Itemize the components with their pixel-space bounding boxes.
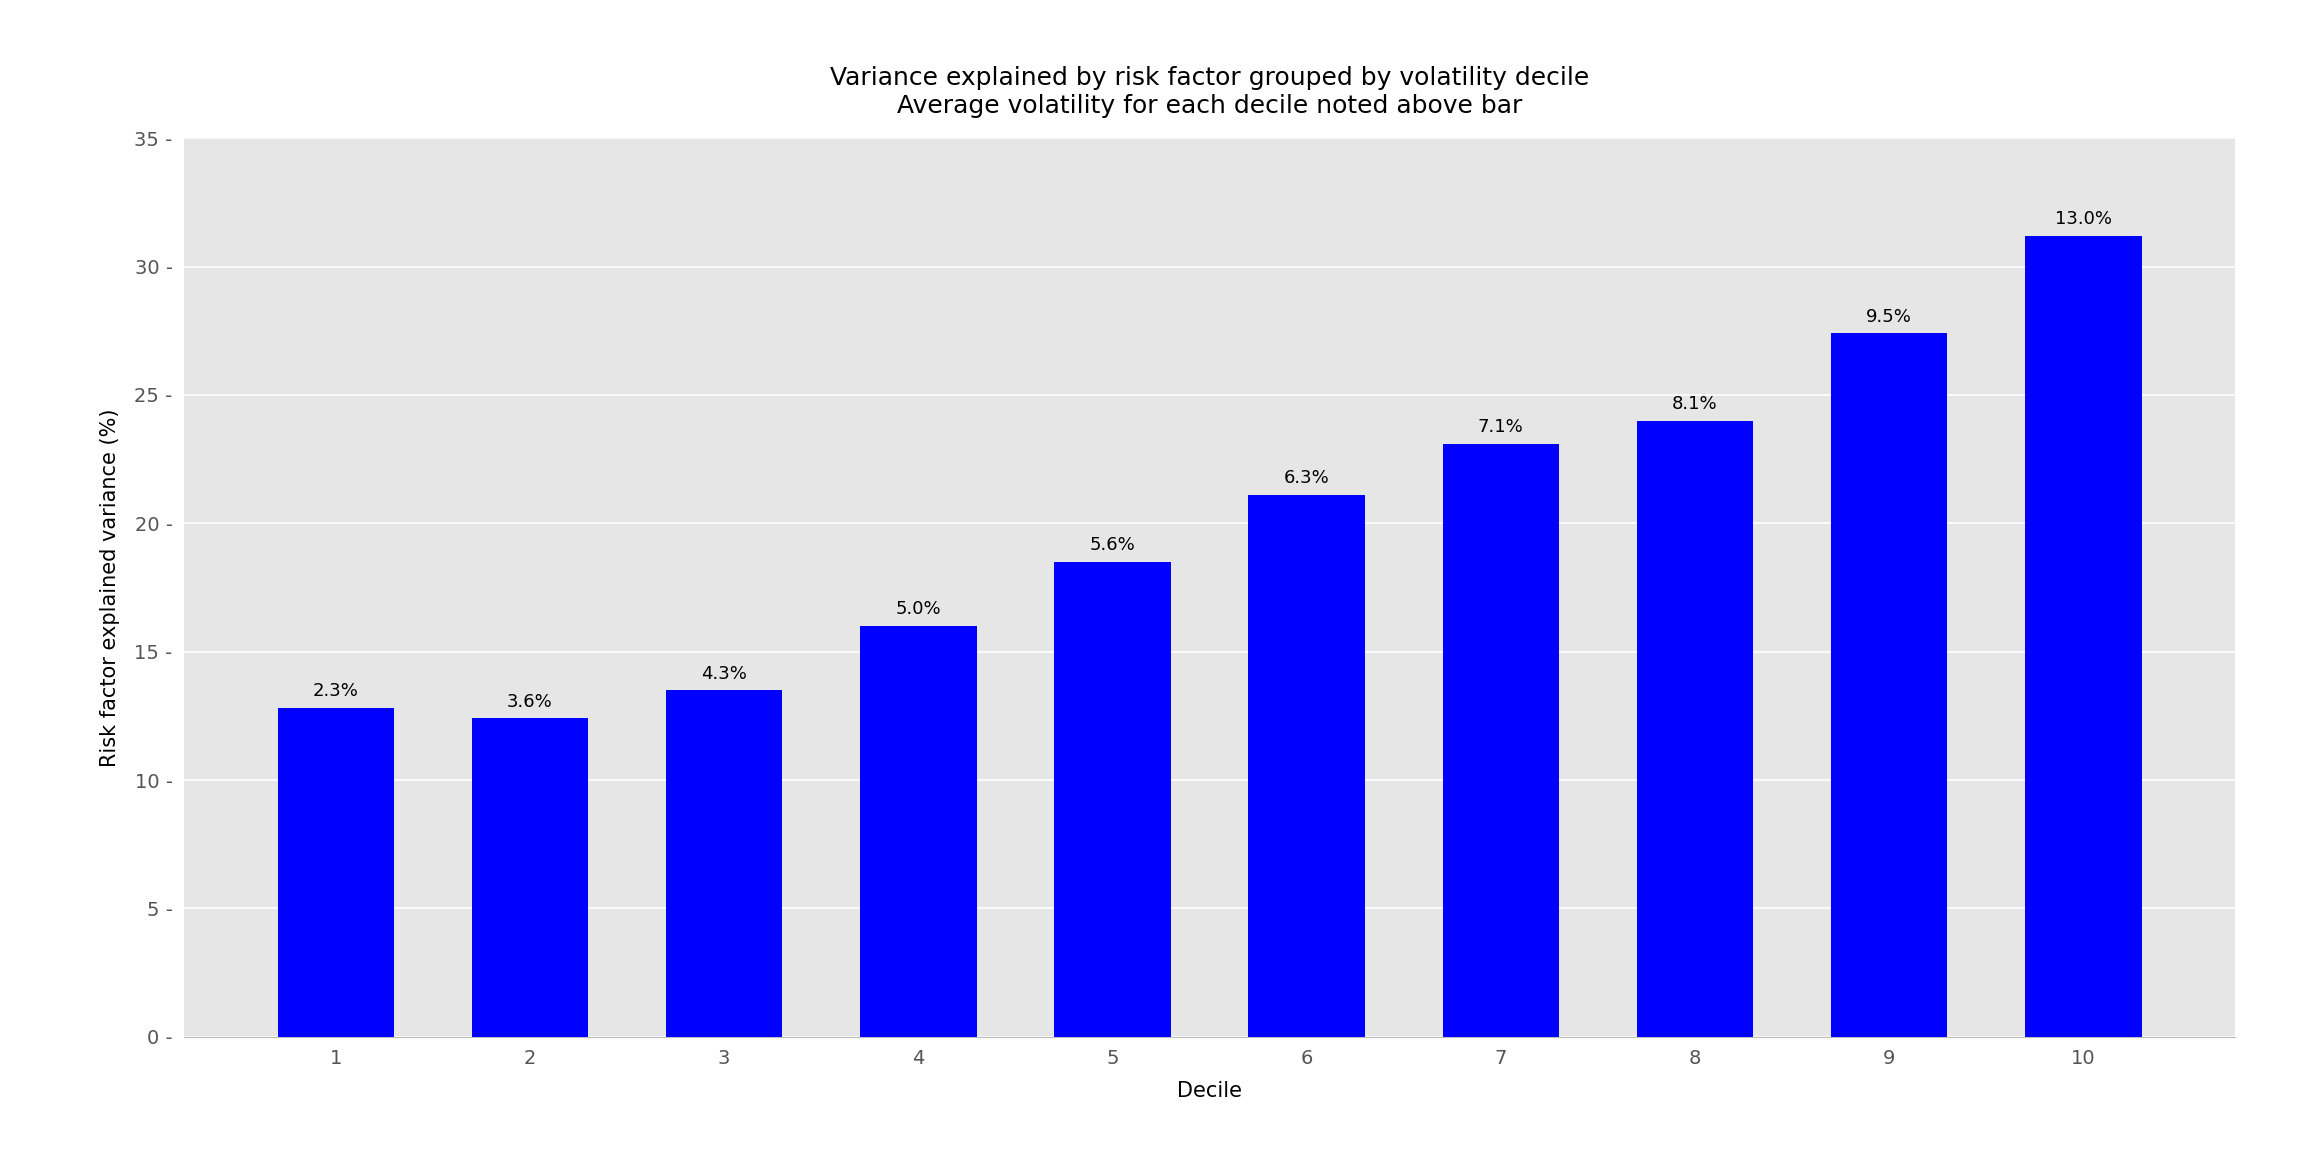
X-axis label: Decile: Decile bbox=[1177, 1082, 1242, 1101]
Bar bbox=[1442, 444, 1560, 1037]
Bar bbox=[859, 626, 977, 1037]
Text: 3.6%: 3.6% bbox=[507, 692, 553, 711]
Text: 4.3%: 4.3% bbox=[700, 665, 746, 682]
Y-axis label: Risk factor explained variance (%): Risk factor explained variance (%) bbox=[101, 408, 120, 767]
Bar bbox=[1055, 562, 1170, 1037]
Bar bbox=[1249, 495, 1364, 1037]
Text: 5.0%: 5.0% bbox=[896, 600, 940, 619]
Text: 7.1%: 7.1% bbox=[1477, 418, 1523, 437]
Text: 6.3%: 6.3% bbox=[1283, 469, 1329, 487]
Bar bbox=[472, 719, 588, 1037]
Bar bbox=[1832, 333, 1947, 1037]
Text: 2.3%: 2.3% bbox=[313, 682, 359, 700]
Text: 13.0%: 13.0% bbox=[2055, 210, 2113, 228]
Bar bbox=[666, 690, 783, 1037]
Text: 8.1%: 8.1% bbox=[1673, 395, 1719, 412]
Title: Variance explained by risk factor grouped by volatility decile
Average volatilit: Variance explained by risk factor groupe… bbox=[829, 67, 1590, 119]
Bar bbox=[276, 708, 394, 1037]
Bar bbox=[2025, 236, 2143, 1037]
Text: 9.5%: 9.5% bbox=[1866, 308, 1912, 326]
Bar bbox=[1636, 420, 1753, 1037]
Text: 5.6%: 5.6% bbox=[1090, 536, 1136, 554]
